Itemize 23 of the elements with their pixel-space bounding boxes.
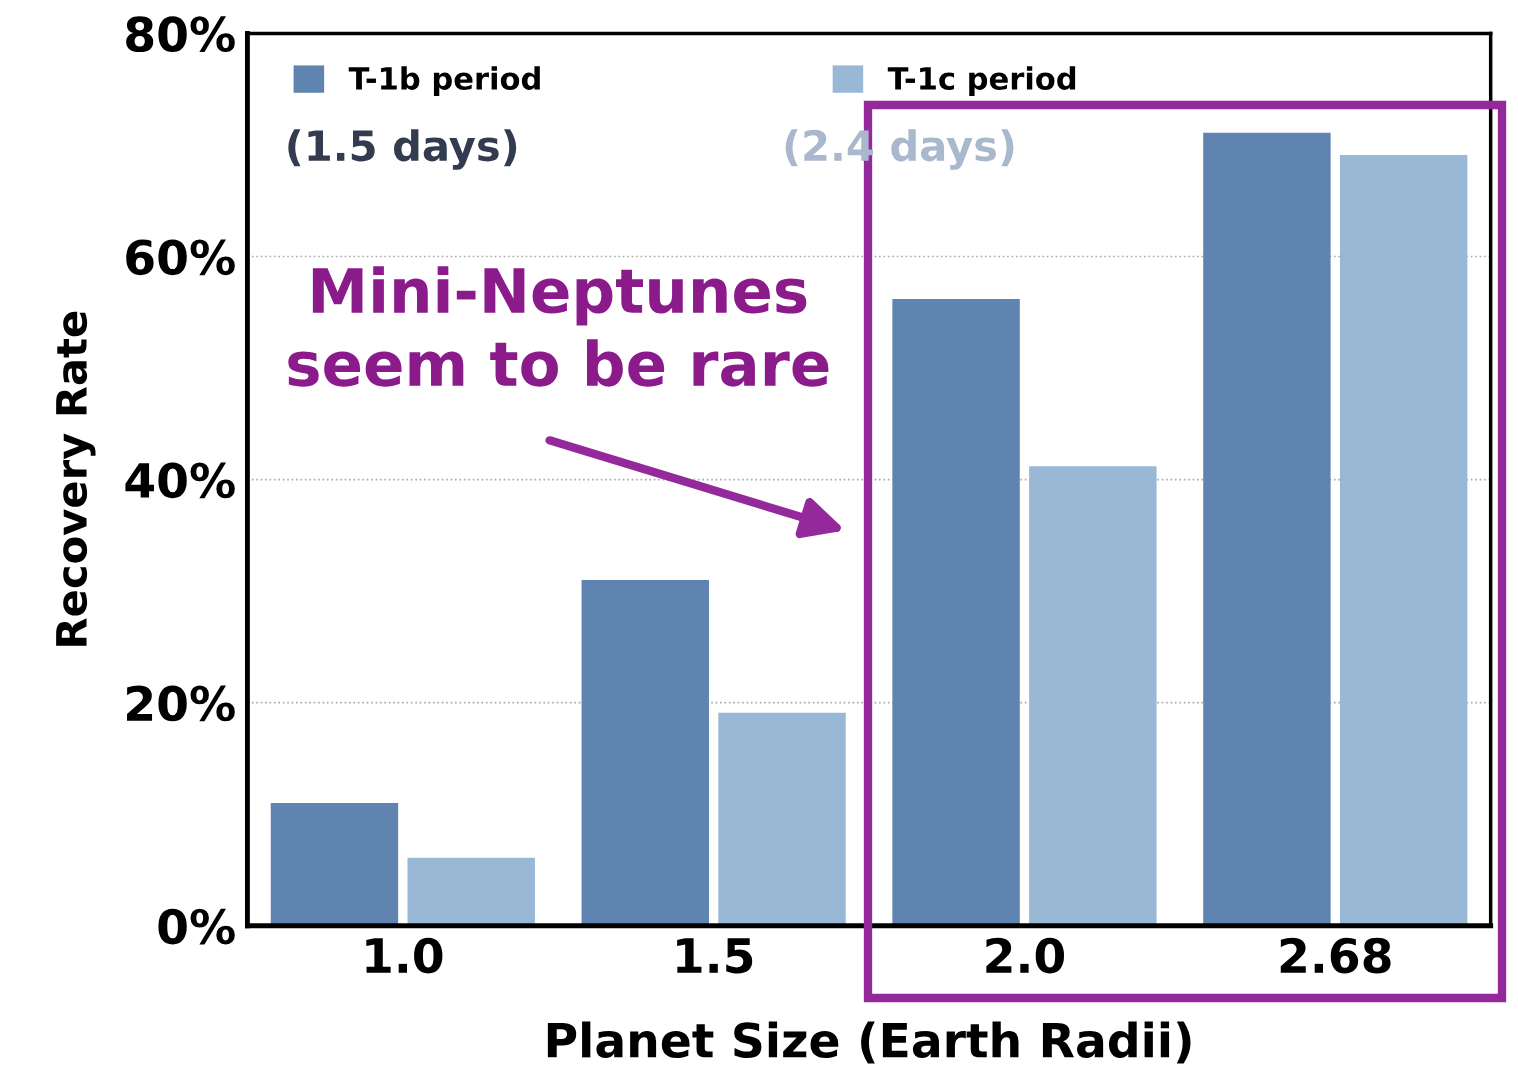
bar	[407, 857, 535, 926]
x-tick-label: 2.68	[1280, 937, 1391, 974]
y-tick-label: 40%	[125, 462, 235, 499]
annotation: Mini-Neptunes seem to be rare	[288, 266, 829, 387]
x-tick-label: 2.0	[986, 937, 1065, 974]
bar	[581, 580, 709, 926]
annotation: (1.5 days)	[288, 129, 517, 170]
x-tick-label: 1.5	[677, 938, 753, 974]
y-axis-title: Recovery Rate	[56, 311, 96, 646]
bar	[892, 298, 1020, 926]
bar	[1339, 155, 1468, 926]
y-tick-label: 80%	[126, 16, 235, 53]
bar	[270, 803, 399, 926]
x-axis-title: Planet Size (Earth Radii)	[547, 1021, 1191, 1064]
bar	[1203, 132, 1331, 926]
bar	[1029, 466, 1157, 926]
bar	[718, 712, 846, 926]
legend-label: T-1b period	[348, 66, 540, 96]
y-tick-label: 60%	[126, 239, 235, 276]
y-tick-label: 20%	[127, 685, 235, 722]
y-tick-label: 0%	[158, 908, 235, 945]
legend-label: T-1c period	[887, 66, 1076, 96]
x-tick-label: 1.0	[366, 937, 443, 974]
